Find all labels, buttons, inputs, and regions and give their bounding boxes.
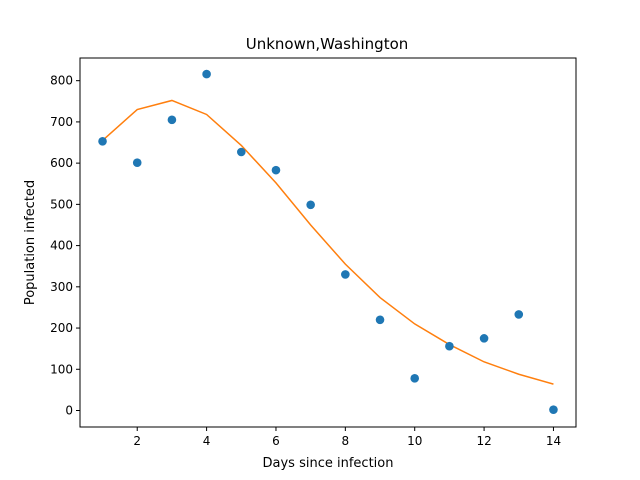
scatter-point [514, 310, 524, 319]
axes-frame [79, 57, 577, 428]
scatter-point [132, 158, 142, 168]
scatter-point [479, 334, 489, 343]
y-tick-label: 500 [50, 197, 73, 211]
x-tick-label: 14 [546, 434, 561, 448]
x-tick-label: 8 [342, 434, 350, 448]
x-axis-label: Days since infection [263, 456, 394, 471]
y-tick-label: 400 [50, 239, 73, 253]
scatter-point [271, 165, 281, 175]
x-tick-label: 12 [476, 434, 491, 448]
scatter-point [445, 341, 454, 351]
scatter-point [549, 405, 558, 414]
y-tick-label: 800 [50, 74, 73, 88]
plot-area [79, 57, 577, 428]
y-axis: 0 100 200 300 400 500 600 700 800 [50, 74, 80, 418]
y-tick-label: 700 [50, 115, 73, 129]
x-tick-label: 2 [133, 434, 141, 448]
y-tick-label: 0 [65, 404, 73, 418]
y-tick-label: 200 [50, 321, 73, 335]
x-axis: 2 4 6 8 10 12 14 [133, 427, 561, 448]
scatter-point [202, 69, 211, 79]
scatter-point [98, 136, 107, 146]
scatter-point [306, 200, 315, 210]
x-tick-label: 4 [203, 434, 211, 448]
y-axis-label: Population infected [23, 180, 38, 305]
chart-title: Unknown,Washington [246, 35, 409, 53]
x-tick-label: 10 [407, 434, 422, 448]
scatter-point [341, 270, 350, 279]
scatter-point [410, 374, 420, 383]
y-tick-label: 600 [50, 156, 73, 170]
scatter-point [375, 315, 385, 325]
scatter-point [236, 147, 246, 157]
y-tick-label: 300 [50, 280, 73, 294]
fit-line [102, 99, 554, 385]
y-tick-label: 100 [50, 362, 73, 376]
x-tick-label: 6 [272, 434, 280, 448]
scatter-point [167, 115, 177, 125]
series-layer [98, 69, 558, 414]
